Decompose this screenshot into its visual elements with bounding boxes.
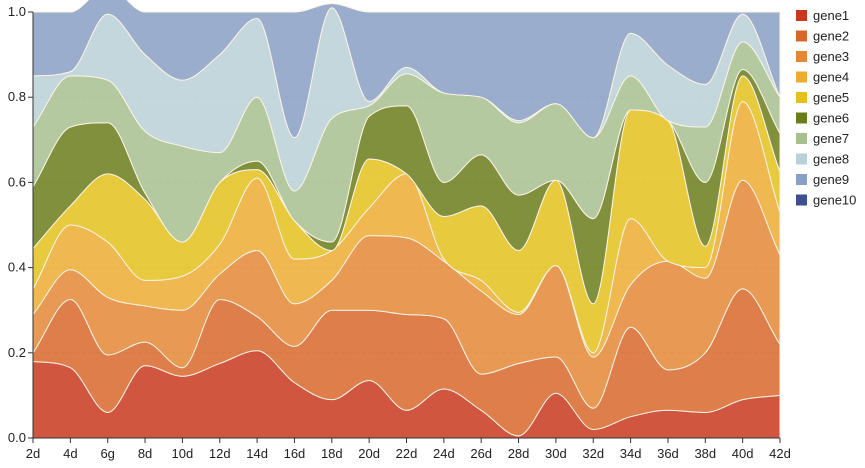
x-tick-label: 12d	[209, 446, 231, 461]
x-tick-label: 10d	[172, 446, 194, 461]
legend-label: gene8	[813, 152, 849, 167]
y-tick-label: 0.0	[8, 430, 26, 445]
legend-label: gene4	[813, 70, 849, 85]
legend-swatch	[796, 92, 807, 103]
legend-item-gene7[interactable]: gene7	[796, 131, 849, 146]
x-tick-label: 16d	[284, 446, 306, 461]
legend-swatch	[796, 174, 807, 185]
tick-labels: 0.0 0.2 0.4 0.6 0.8 1.0 2d 4d 6g 8d 10d 12d 14d 16d 18…	[8, 4, 791, 461]
x-tick-label: 28d	[508, 446, 530, 461]
legend-label: gene10	[813, 193, 856, 208]
legend-item-gene8[interactable]: gene8	[796, 152, 849, 167]
legend-item-gene6[interactable]: gene6	[796, 111, 849, 126]
legend-label: gene1	[813, 8, 849, 23]
legend-swatch	[796, 71, 807, 83]
legend-label: gene6	[813, 111, 849, 126]
x-tick-label: 8d	[138, 446, 152, 461]
legend-item-gene2[interactable]: gene2	[796, 29, 849, 44]
x-tick-label: 26d	[470, 446, 492, 461]
area-layers	[32, 0, 781, 439]
legend-label: gene5	[813, 90, 849, 105]
x-tick-label: 30d	[545, 446, 567, 461]
legend[interactable]: gene1 gene2 gene3 gene4 gene5 gene6 gene7 gene8…	[796, 8, 856, 208]
y-tick-label: 0.2	[8, 345, 26, 360]
legend-item-gene5[interactable]: gene5	[796, 90, 849, 105]
legend-swatch	[796, 153, 807, 165]
legend-label: gene7	[813, 131, 849, 146]
x-tick-label: 6g	[100, 446, 114, 461]
x-tick-label: 4d	[63, 446, 77, 461]
legend-swatch	[796, 133, 807, 144]
legend-swatch	[796, 194, 807, 206]
legend-label: gene9	[813, 172, 849, 187]
legend-item-gene4[interactable]: gene4	[796, 70, 849, 85]
x-tick-label: 2d	[26, 446, 40, 461]
legend-swatch	[796, 112, 807, 124]
x-tick-label: 42d	[769, 446, 791, 461]
y-tick-label: 0.4	[8, 260, 26, 275]
legend-item-gene9[interactable]: gene9	[796, 172, 849, 187]
legend-label: gene3	[813, 49, 849, 64]
legend-swatch	[796, 51, 807, 62]
legend-item-gene3[interactable]: gene3	[796, 49, 849, 64]
y-tick-label: 1.0	[8, 4, 26, 19]
legend-item-gene1[interactable]: gene1	[796, 8, 849, 23]
x-tick-label: 40d	[732, 446, 754, 461]
x-tick-label: 18d	[321, 446, 343, 461]
y-tick-label: 0.8	[8, 89, 26, 104]
y-tick-label: 0.6	[8, 174, 26, 189]
x-tick-label: 14d	[246, 446, 268, 461]
legend-item-gene10[interactable]: gene10	[796, 193, 856, 208]
x-tick-label: 20d	[358, 446, 380, 461]
x-tick-label: 24d	[433, 446, 455, 461]
area-gene10[interactable]	[32, 0, 780, 13]
x-tick-label: 38d	[694, 446, 716, 461]
x-tick-label: 34d	[620, 446, 642, 461]
legend-swatch	[796, 30, 807, 42]
legend-label: gene2	[813, 29, 849, 44]
x-tick-label: 36d	[657, 446, 679, 461]
x-tick-label: 32d	[582, 446, 604, 461]
legend-swatch	[796, 10, 807, 21]
x-tick-label: 22d	[396, 446, 418, 461]
